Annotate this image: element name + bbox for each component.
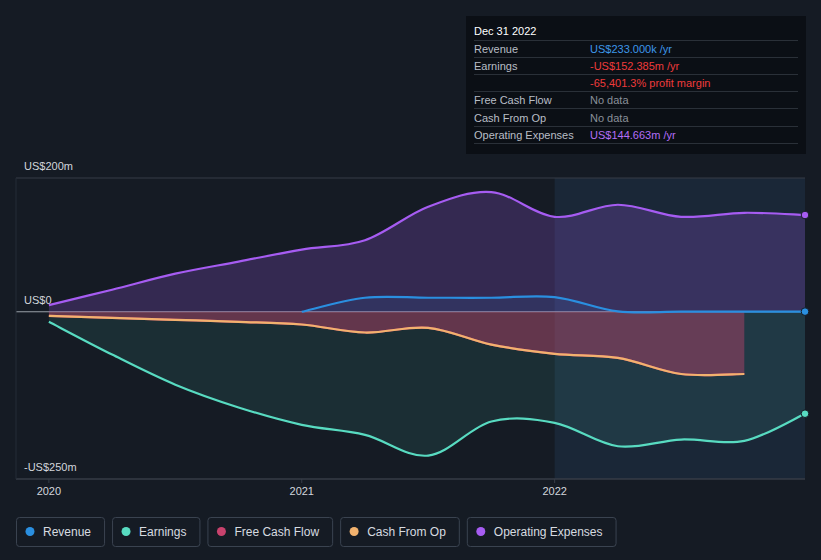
legend-dot	[476, 527, 485, 536]
tooltip-label: Free Cash Flow	[474, 94, 552, 106]
series-area	[302, 296, 805, 312]
legend-box[interactable]	[17, 518, 105, 547]
legend-item[interactable]: Revenue	[17, 518, 105, 547]
plot-left-edge	[16, 178, 17, 479]
x-tick-label: 2022	[542, 485, 566, 497]
tooltip-label: Cash From Op	[474, 112, 546, 124]
end-dot	[801, 211, 809, 219]
tooltip-sep	[474, 108, 798, 109]
series-area	[49, 312, 744, 375]
legend-item[interactable]: Operating Expenses	[467, 518, 616, 547]
legend-label: Cash From Op	[367, 525, 446, 539]
series-line	[49, 322, 805, 456]
grid	[16, 178, 805, 479]
tooltip-title: Dec 31 2022	[474, 25, 536, 37]
tooltip-value: No data	[590, 112, 629, 124]
legend-box[interactable]	[208, 518, 333, 547]
tooltip-value: -65,401.3% profit margin	[590, 77, 710, 89]
legend-label: Free Cash Flow	[234, 525, 319, 539]
end-dots	[801, 211, 809, 417]
tooltip-sep	[474, 143, 798, 144]
x-tick-label: 2020	[37, 485, 61, 497]
series-line	[49, 316, 744, 375]
tooltip-bg	[466, 16, 806, 154]
tooltip: Dec 31 2022 Revenue US$233.000k /yr Earning…	[466, 16, 806, 154]
legend-item[interactable]: Earnings	[113, 518, 200, 547]
legend-label: Operating Expenses	[494, 525, 603, 539]
tooltip-sep	[474, 126, 798, 127]
series-line	[302, 296, 805, 312]
legend-dot	[26, 527, 35, 536]
tooltip-value: No data	[590, 94, 629, 106]
legend: Revenue Earnings Free Cash Flow Cash From O…	[17, 518, 617, 547]
tooltip-value: US$144.663m /yr	[590, 129, 676, 141]
legend-box[interactable]	[341, 518, 460, 547]
legend-item[interactable]: Cash From Op	[341, 518, 460, 547]
x-axis-line	[16, 479, 805, 480]
grid-line	[16, 479, 805, 480]
x-tick	[301, 479, 302, 483]
series-line	[49, 192, 805, 305]
legend-dot	[350, 527, 359, 536]
series-area	[49, 192, 805, 312]
x-tick	[48, 479, 49, 483]
legend-box[interactable]	[467, 518, 616, 547]
series-area	[49, 312, 805, 456]
tooltip-label: Operating Expenses	[474, 129, 574, 141]
legend-item[interactable]: Free Cash Flow	[208, 518, 333, 547]
end-dot	[801, 410, 809, 418]
tooltip-value: US$233.000k /yr	[590, 43, 672, 55]
y-tick-label: -US$250m	[24, 461, 77, 473]
end-dot	[801, 308, 809, 316]
legend-box[interactable]	[113, 518, 200, 547]
grid-line	[16, 178, 805, 179]
tooltip-value: -US$152.385m /yr	[590, 60, 680, 72]
tooltip-label: Earnings	[474, 60, 518, 72]
tooltip-sep	[474, 57, 798, 58]
background	[0, 0, 821, 560]
chart: US$200m US$0 -US$250m 2020 2021 2022 Dec 31 20…	[0, 0, 821, 560]
x-tick-label: 2021	[290, 485, 314, 497]
legend-label: Revenue	[43, 525, 91, 539]
tooltip-sep	[474, 40, 798, 41]
y-tick-label: US$0	[24, 294, 52, 306]
tooltip-label: Revenue	[474, 43, 518, 55]
x-tick	[554, 479, 555, 483]
plot-area	[49, 192, 805, 456]
tooltip-sep	[474, 74, 798, 75]
y-tick-label: US$200m	[24, 160, 73, 172]
series-line	[49, 316, 744, 375]
legend-label: Earnings	[139, 525, 186, 539]
legend-dot	[217, 527, 226, 536]
tooltip-sep	[474, 91, 798, 92]
legend-dot	[122, 527, 131, 536]
